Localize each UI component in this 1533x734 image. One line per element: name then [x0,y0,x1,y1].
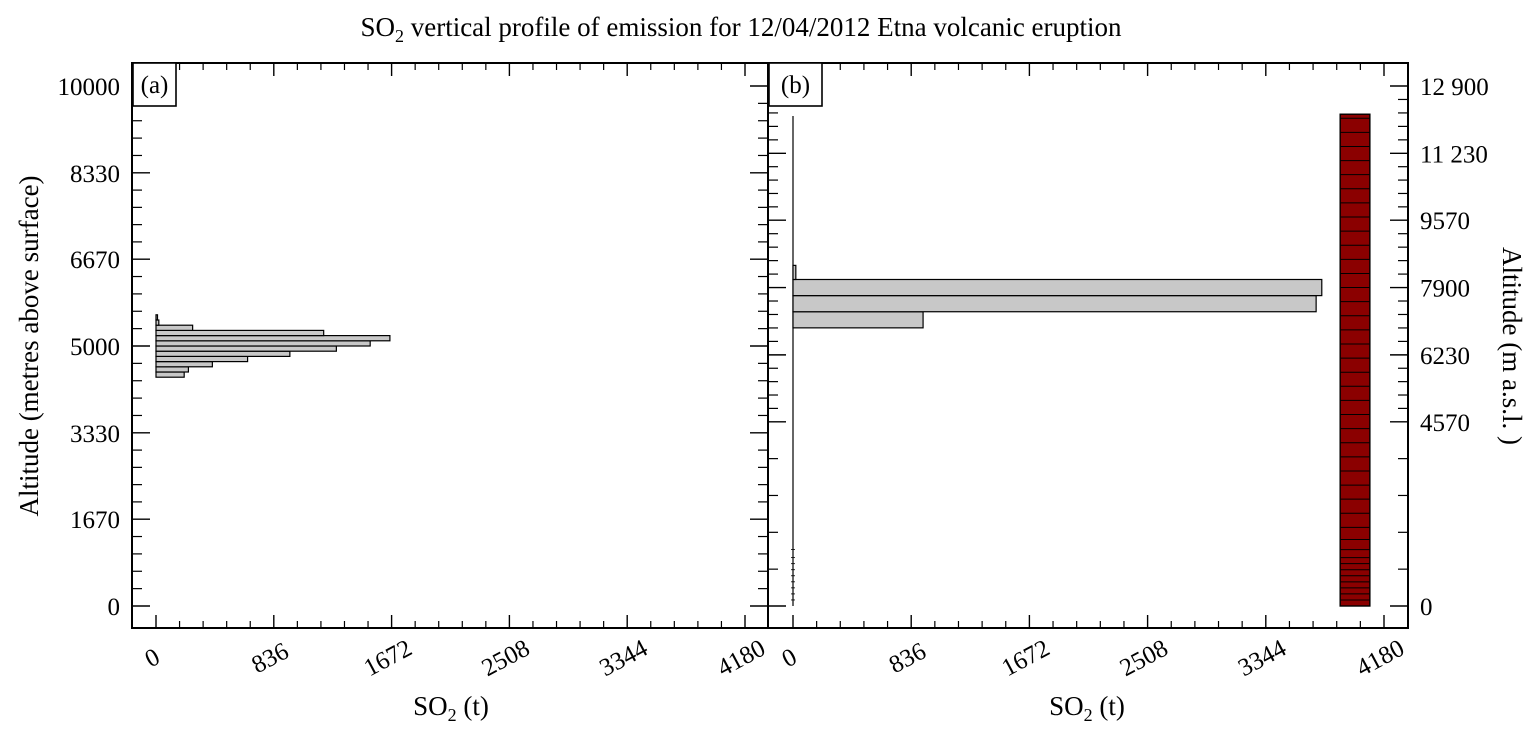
data-bar [792,311,924,329]
data-bar [155,350,291,358]
panel-b-x-tick-labels: 0 836 1672 2508 3344 4180 [778,634,1409,682]
x-tick-label: 836 [885,638,931,679]
title-subscript: 2 [395,26,404,46]
x-tick-label: 836 [247,638,293,679]
panel-b-x-axis-label: SO2 (t) [1049,691,1125,725]
y-tick-label: 0 [108,594,121,621]
x-tick-label: 2508 [477,635,534,682]
x-tick-label: 3344 [1234,634,1291,682]
panel-b-label-box: (b) [768,62,823,107]
y-tick-label: 6670 [70,247,120,274]
data-bar [155,319,160,326]
y-tick-label-right: 12 900 [1420,74,1489,101]
title-prefix: SO [360,12,395,42]
x-tick-label: 4180 [1352,635,1409,682]
data-bar [792,278,1323,297]
y-tick-label-right: 7900 [1420,276,1470,303]
y-tick-label: 8330 [70,161,120,188]
y-tick-label: 10000 [58,74,121,101]
data-bar [155,366,190,373]
y-tick-label: 3330 [70,421,120,448]
data-bar [155,371,185,378]
panel-a-x-tick-labels: 0 836 1672 2508 3344 4180 [141,634,770,682]
data-bar [155,340,371,347]
y-tick-label-right: 11 230 [1420,141,1488,168]
panel-b: 0 836 1672 2508 3344 4180 0 4570 6230 7900 9570 11… [767,62,1527,725]
data-bar [155,335,391,342]
panel-a-plot-area [131,62,769,629]
y-tick-label-right: 0 [1420,594,1433,621]
x-tick-label: 4180 [713,635,770,682]
panel-a: 0 836 1672 2508 3344 4180 0 1670 3330 5000 6670 83… [14,62,770,725]
panel-b-y-axis-label-right: Altitude (m a.s.l. ) [1497,247,1527,445]
x-tick-label: 1672 [997,635,1054,682]
data-bar [155,314,159,321]
data-bar [792,264,797,281]
x-tick-label: 2508 [1116,635,1173,682]
panel-b-plot-area [767,62,1409,629]
y-tick-label: 5000 [70,334,120,361]
data-bar [155,345,337,352]
panel-b-y-tick-labels-right: 0 4570 6230 7900 9570 11 230 12 900 [1420,74,1489,621]
panel-a-x-axis-label: SO2 (t) [413,691,489,725]
data-bar [792,295,1317,313]
data-bar [155,361,213,368]
y-tick-label: 1670 [70,507,120,534]
panel-a-label: (a) [141,72,169,99]
emission-column [1339,113,1371,607]
panel-a-y-axis-label: Altitude (metres above surface) [14,175,44,516]
panel-b-frame [767,62,1409,629]
panel-b-label: (b) [781,72,810,99]
chart-title: SO2 vertical profile of emission for 12/… [360,12,1122,46]
x-tick-label: 1672 [360,635,417,682]
x-tick-label: 0 [778,644,802,674]
panel-a-y-tick-labels: 0 1670 3330 5000 6670 8330 10000 [58,74,121,621]
panel-a-label-box: (a) [132,62,177,107]
data-bar [155,355,249,363]
x-tick-label: 0 [141,644,165,674]
title-rest: vertical profile of emission for 12/04/2… [404,12,1122,42]
data-bar [155,329,325,337]
y-tick-label-right: 4570 [1420,410,1470,437]
y-tick-label-right: 9570 [1420,208,1470,235]
data-bar [155,324,194,332]
y-tick-label-right: 6230 [1420,343,1470,370]
x-tick-label: 3344 [595,634,652,682]
